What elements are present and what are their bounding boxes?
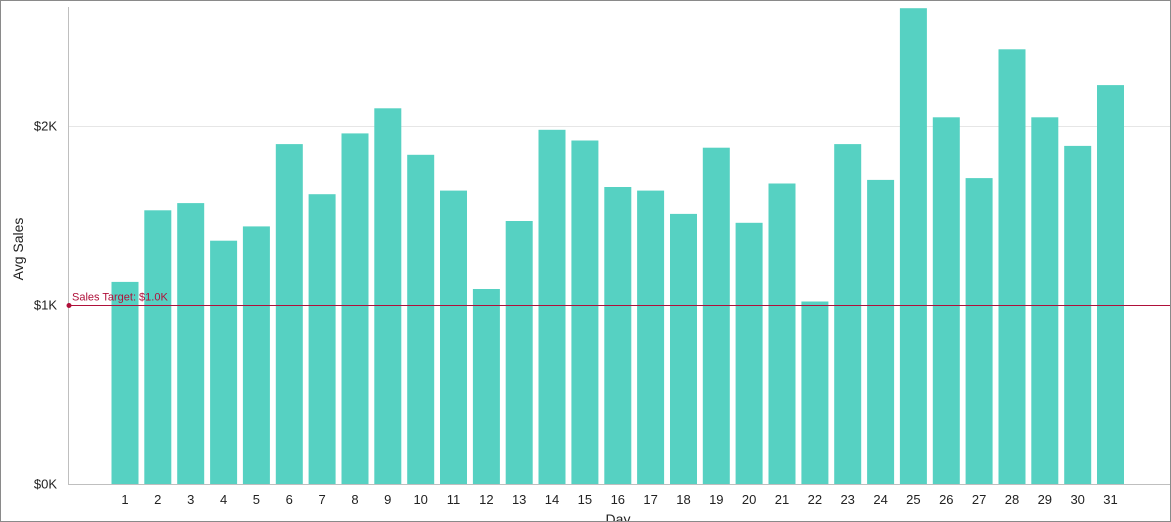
y-tick-label: $2K — [34, 119, 57, 134]
x-tick-label: 19 — [709, 492, 723, 507]
bar[interactable] — [604, 187, 632, 484]
bar[interactable] — [965, 178, 993, 484]
y-axis-title: Avg Sales — [10, 218, 26, 281]
bar[interactable] — [308, 194, 336, 484]
x-tick-label: 27 — [972, 492, 986, 507]
bar[interactable] — [374, 108, 402, 485]
bar[interactable] — [472, 289, 500, 484]
bar[interactable] — [1064, 145, 1092, 484]
bar[interactable] — [702, 147, 730, 484]
x-tick-label: 17 — [643, 492, 657, 507]
x-tick-label: 2 — [154, 492, 161, 507]
bar[interactable] — [341, 133, 369, 484]
bar[interactable] — [440, 190, 467, 484]
bar[interactable] — [111, 281, 139, 484]
bar[interactable] — [899, 8, 927, 484]
x-tick-label: 12 — [479, 492, 493, 507]
bar[interactable] — [407, 154, 435, 485]
x-tick-label: 18 — [676, 492, 690, 507]
bar[interactable] — [1031, 117, 1059, 485]
bar[interactable] — [144, 210, 172, 485]
x-tick-label: 15 — [578, 492, 592, 507]
y-tick-label: $0K — [34, 477, 57, 492]
bar[interactable] — [1097, 85, 1124, 484]
sales-target-label: Sales Target: $1.0K — [72, 292, 168, 304]
x-tick-label: 23 — [840, 492, 854, 507]
bar[interactable] — [637, 190, 665, 484]
x-tick-label: 20 — [742, 492, 756, 507]
bar[interactable] — [538, 129, 566, 485]
bar[interactable] — [275, 144, 303, 484]
sales-target-marker — [66, 303, 72, 308]
x-tick-label: 28 — [1005, 492, 1019, 507]
x-tick-label: 7 — [318, 492, 325, 507]
x-tick-label: 8 — [351, 492, 358, 507]
x-tick-label: 30 — [1070, 492, 1084, 507]
bar[interactable] — [210, 240, 238, 484]
sales-target-line-group: Sales Target: $1.0K — [66, 292, 1170, 308]
bar[interactable] — [242, 226, 270, 484]
x-tick-label: 11 — [447, 492, 461, 507]
bar[interactable] — [932, 117, 960, 485]
x-tick-label: 21 — [775, 492, 789, 507]
x-tick-label: 24 — [873, 492, 887, 507]
bar[interactable] — [505, 221, 533, 484]
bar[interactable] — [998, 49, 1026, 485]
x-tick-label: 14 — [545, 492, 559, 507]
bar[interactable] — [670, 213, 697, 484]
x-tick-label: 4 — [220, 492, 227, 507]
x-tick-label: 31 — [1103, 492, 1117, 507]
bar[interactable] — [177, 203, 205, 484]
x-tick-label: 1 — [121, 492, 128, 507]
y-tick-label: $1K — [34, 298, 57, 313]
x-tick-label: 26 — [939, 492, 953, 507]
x-axis-title: Day — [606, 511, 631, 521]
bar[interactable] — [801, 301, 829, 485]
bar[interactable] — [834, 144, 862, 484]
x-tick-label: 5 — [253, 492, 260, 507]
x-tick-label: 6 — [286, 492, 293, 507]
x-tick-label: 29 — [1038, 492, 1052, 507]
bar[interactable] — [735, 222, 763, 485]
x-tick-label: 16 — [611, 492, 625, 507]
bar[interactable] — [768, 183, 796, 485]
x-tick-label: 10 — [413, 492, 427, 507]
bar[interactable] — [571, 140, 599, 485]
x-tick-label: 3 — [187, 492, 194, 507]
x-tick-label: 22 — [808, 492, 822, 507]
bars — [111, 8, 1124, 485]
x-tick-label: 13 — [512, 492, 526, 507]
axes: $0K$1K$2K1 2 3 4 5 6 7 8 9 10 11 12 13 14 15 16 17 18 19 20… — [34, 7, 1170, 507]
bar[interactable] — [867, 179, 895, 484]
x-tick-label: 25 — [906, 492, 920, 507]
x-tick-label: 9 — [384, 492, 391, 507]
